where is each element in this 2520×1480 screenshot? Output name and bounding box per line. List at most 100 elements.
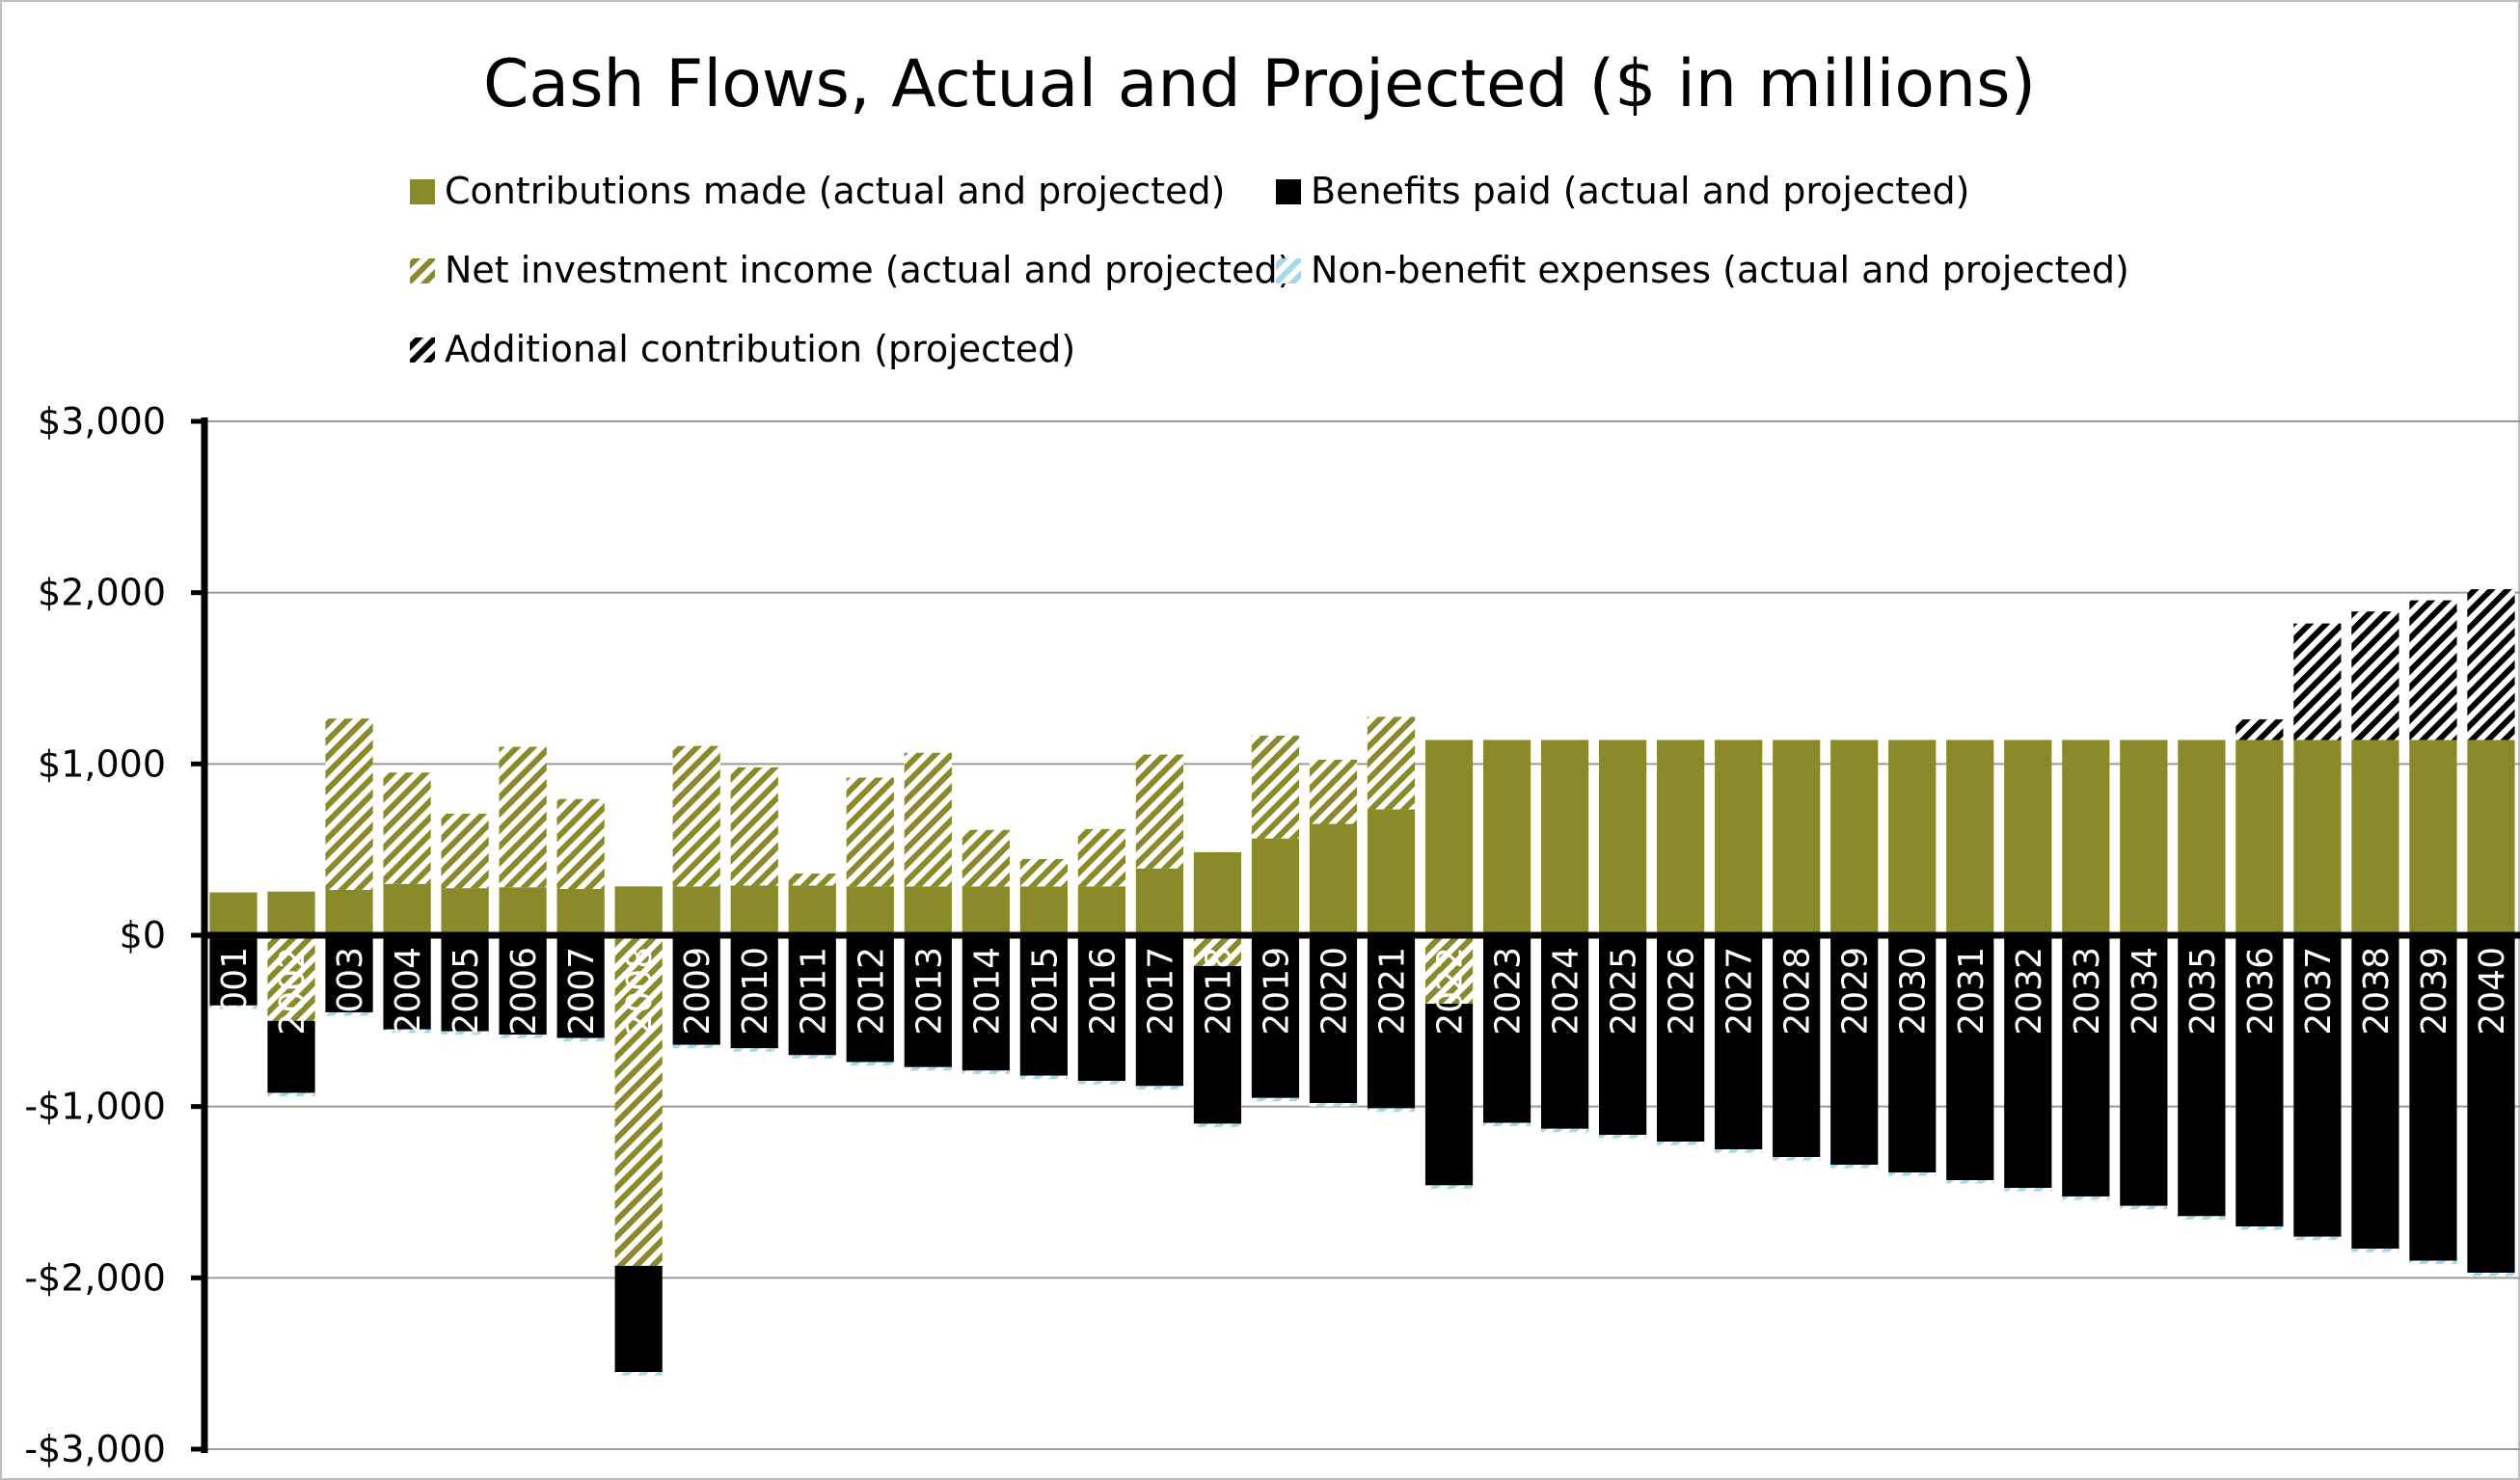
bar-2038-series-3 [2351,1249,2399,1252]
bar-2001-series-0 [209,892,257,935]
bar-2032-series-1 [2004,935,2052,1189]
bar-2035-series-1 [2178,935,2226,1217]
bar-2040-series-0 [2467,740,2515,935]
bar-2013-series-0 [904,886,952,935]
bar-2038-series-1 [2351,935,2399,1250]
x-tick-label: 2012 [852,947,891,1036]
bar-2001-series-1 [209,938,257,1006]
bar-2001-series-3 [209,1005,257,1009]
bar-2008-series-1 [614,1265,663,1373]
x-tick-label: 2031 [1952,947,1992,1036]
x-tick-label: 2034 [2126,947,2165,1036]
bar-2024-series-1 [1540,935,1589,1129]
bar-2007-series-1 [556,935,605,1038]
bar-2020-series-1 [1309,935,1358,1104]
bar-2026-series-0 [1657,740,1705,935]
bar-2037-series-3 [2293,1236,2342,1241]
bar-2002-series-1 [267,1020,315,1093]
bar-2023-series-1 [1482,935,1531,1123]
bar-2038-series-0 [2351,740,2399,935]
bar-2018-series-3 [1193,1123,1242,1127]
legend-label: Non-benefit expenses (actual and project… [1311,249,2129,291]
bar-2036-series-3 [2235,1226,2284,1230]
y-tick-label: $1,000 [38,742,166,785]
bar-2015-series-0 [1019,886,1068,935]
bar-2028-series-1 [1773,935,1821,1158]
x-tick-label: 2008 [620,947,660,1036]
bar-2034-series-0 [2120,740,2168,935]
bar-2015-series-1 [1019,935,1068,1076]
x-tick-label: 2002 [273,947,312,1036]
bar-2012-series-1 [846,935,894,1063]
bar-2029-series-3 [1830,1165,1879,1169]
x-tick-label: 2013 [909,947,949,1036]
bar-2003-series-0 [325,889,373,935]
bar-2031-series-0 [1946,740,1994,935]
x-axis-ticks: 2001 2002 2003 2004 2005 2006 2007 2008 2009 2010… [215,947,2512,1036]
bar-2016-series-0 [1077,886,1125,935]
y-tick-label: $3,000 [38,400,166,443]
bar-2027-series-3 [1715,1149,1763,1153]
bar-2040-series-3 [2467,1273,2515,1277]
bar-2012-series-3 [846,1062,894,1066]
bar-2029-series-0 [1830,740,1879,935]
bar-2024-series-3 [1540,1128,1589,1133]
bar-2016-series-2 [1077,828,1125,887]
y-tick-label: -$1,000 [24,1086,166,1128]
bar-2020-series-0 [1309,823,1358,935]
x-tick-label: 2035 [2183,947,2223,1036]
bar-2014-series-1 [962,935,1010,1071]
bar-2002-series-0 [267,891,315,935]
bar-2004-series-0 [383,883,431,935]
x-tick-label: 2011 [794,947,833,1036]
bar-2039-series-3 [2409,1260,2457,1265]
legend-swatch [1276,179,1301,204]
bar-2010-series-3 [730,1048,778,1052]
bar-2009-series-3 [672,1044,720,1049]
bar-2037-series-0 [2293,740,2342,935]
bar-2027-series-0 [1715,740,1763,935]
bars [209,589,2515,1376]
legend-item: Net investment income (actual and projec… [410,249,1291,291]
legend-item: Contributions made (actual and projected… [410,170,1225,212]
legend-swatch [410,258,435,283]
bar-2003-series-3 [325,1011,373,1016]
bar-2004-series-3 [383,1029,431,1034]
bar-2020-series-3 [1309,1103,1358,1107]
bar-2009-series-1 [672,935,720,1045]
x-tick-label: 2025 [1605,947,1644,1036]
bar-2003-series-1 [325,935,373,1012]
x-tick-label: 2020 [1314,947,1354,1036]
bar-2018-series-2 [1193,935,1242,966]
bar-2004-series-1 [383,935,431,1030]
bar-2018-series-0 [1193,851,1242,935]
x-tick-label: 2038 [2357,947,2397,1036]
bar-2009-series-2 [672,745,720,887]
bar-2009-series-0 [672,886,720,935]
bar-2005-series-1 [441,935,489,1032]
x-tick-label: 2010 [736,947,775,1036]
bar-2007-series-0 [556,889,605,935]
bar-2020-series-2 [1309,759,1358,824]
legend: Contributions made (actual and projected… [410,170,2129,370]
bar-2022-series-2 [1424,935,1474,1005]
x-tick-label: 2040 [2473,947,2512,1036]
chart-title: Cash Flows, Actual and Projected ($ in m… [483,46,2036,122]
bar-2039-series-1 [2409,935,2457,1261]
bar-2023-series-3 [1482,1122,1531,1127]
bar-2035-series-3 [2178,1216,2226,1220]
legend-swatch [410,337,435,363]
bar-2006-series-3 [499,1035,547,1038]
bar-2008-series-3 [614,1372,663,1376]
bar-2038-series-4 [2351,611,2399,740]
bar-2030-series-0 [1888,740,1937,935]
x-tick-label: 2006 [504,947,544,1036]
x-tick-label: 2032 [2010,947,2049,1036]
bar-2010-series-0 [730,885,778,935]
legend-label: Net investment income (actual and projec… [445,249,1291,291]
bar-2032-series-3 [2004,1188,2052,1192]
legend-label: Additional contribution (projected) [445,328,1075,370]
bar-2019-series-0 [1251,838,1300,935]
bar-2023-series-0 [1482,740,1531,935]
